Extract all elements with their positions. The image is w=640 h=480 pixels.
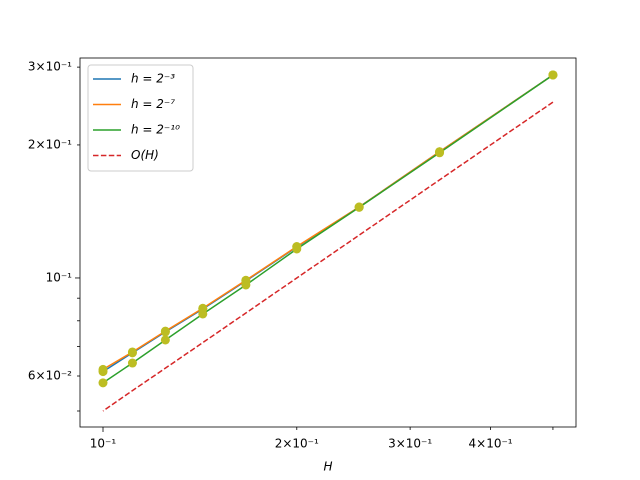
marker	[160, 335, 170, 345]
legend-label: h = 2⁻³	[131, 72, 175, 86]
marker	[127, 347, 137, 357]
marker	[241, 280, 251, 290]
x-axis-label: H	[323, 460, 332, 474]
marker	[548, 70, 558, 80]
legend-box	[87, 64, 194, 172]
legend-label: h = 2⁻⁷	[131, 97, 175, 111]
marker	[127, 358, 137, 368]
x-tick-label: 3×10⁻¹	[388, 437, 432, 451]
series-line	[102, 101, 554, 412]
marker	[160, 326, 170, 336]
x-tick-label: 10⁻¹	[90, 437, 117, 451]
marker	[98, 364, 108, 374]
marker	[198, 309, 208, 319]
marker	[98, 378, 108, 388]
y-tick-label: 6×10⁻²	[28, 369, 72, 383]
y-tick-label: 10⁻¹	[46, 270, 73, 284]
legend-label: h = 2⁻¹⁰	[131, 123, 180, 137]
legend-label: O(H)	[131, 148, 159, 162]
marker	[292, 244, 302, 254]
x-tick-label: 4×10⁻¹	[469, 437, 513, 451]
y-tick-label: 3×10⁻¹	[28, 60, 72, 74]
marker	[435, 148, 445, 158]
plot-frame	[79, 57, 577, 428]
marker	[354, 202, 364, 212]
y-tick-label: 2×10⁻¹	[28, 137, 72, 151]
x-tick-label: 2×10⁻¹	[275, 437, 319, 451]
